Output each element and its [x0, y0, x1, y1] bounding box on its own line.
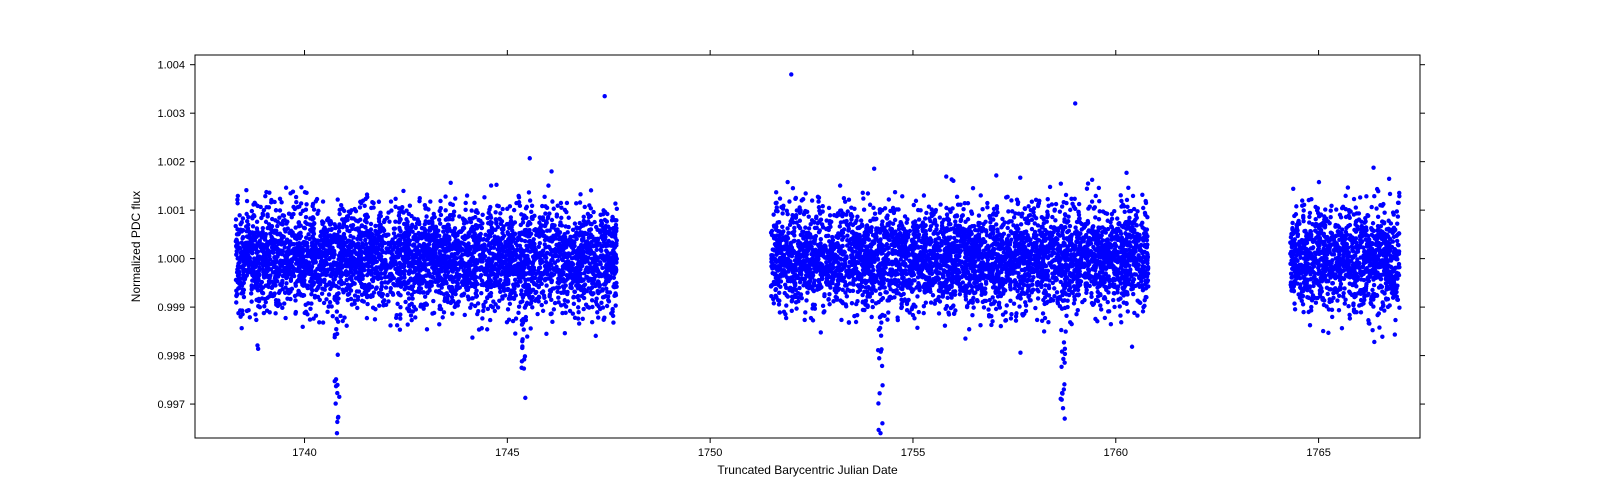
scatter-points	[234, 72, 1402, 435]
y-tick-label: 1.001	[157, 205, 185, 217]
x-tick-label: 1745	[495, 447, 519, 459]
x-tick-label: 1765	[1306, 447, 1330, 459]
lightcurve-chart: 1740 1745 1750 1755 1760 1765 0.997 0.998 0.999 1…	[0, 0, 1600, 500]
y-tick-label: 1.000	[157, 254, 185, 266]
y-tick-label: 1.003	[157, 108, 185, 120]
y-tick-label: 0.998	[157, 351, 185, 363]
y-tick-label: 0.999	[157, 302, 185, 314]
x-axis-label: Truncated Barycentric Julian Date	[717, 463, 898, 477]
chart-svg: 1740 1745 1750 1755 1760 1765 0.997 0.998 0.999 1…	[0, 0, 1600, 500]
y-axis-label: Normalized PDC flux	[129, 191, 143, 302]
y-tick-label: 0.997	[157, 399, 185, 411]
x-tick-label: 1755	[901, 447, 925, 459]
x-tick-label: 1740	[292, 447, 316, 459]
y-tick-label: 1.004	[157, 60, 185, 72]
x-tick-label: 1750	[698, 447, 722, 459]
x-tick-label: 1760	[1104, 447, 1128, 459]
y-tick-label: 1.002	[157, 157, 185, 169]
